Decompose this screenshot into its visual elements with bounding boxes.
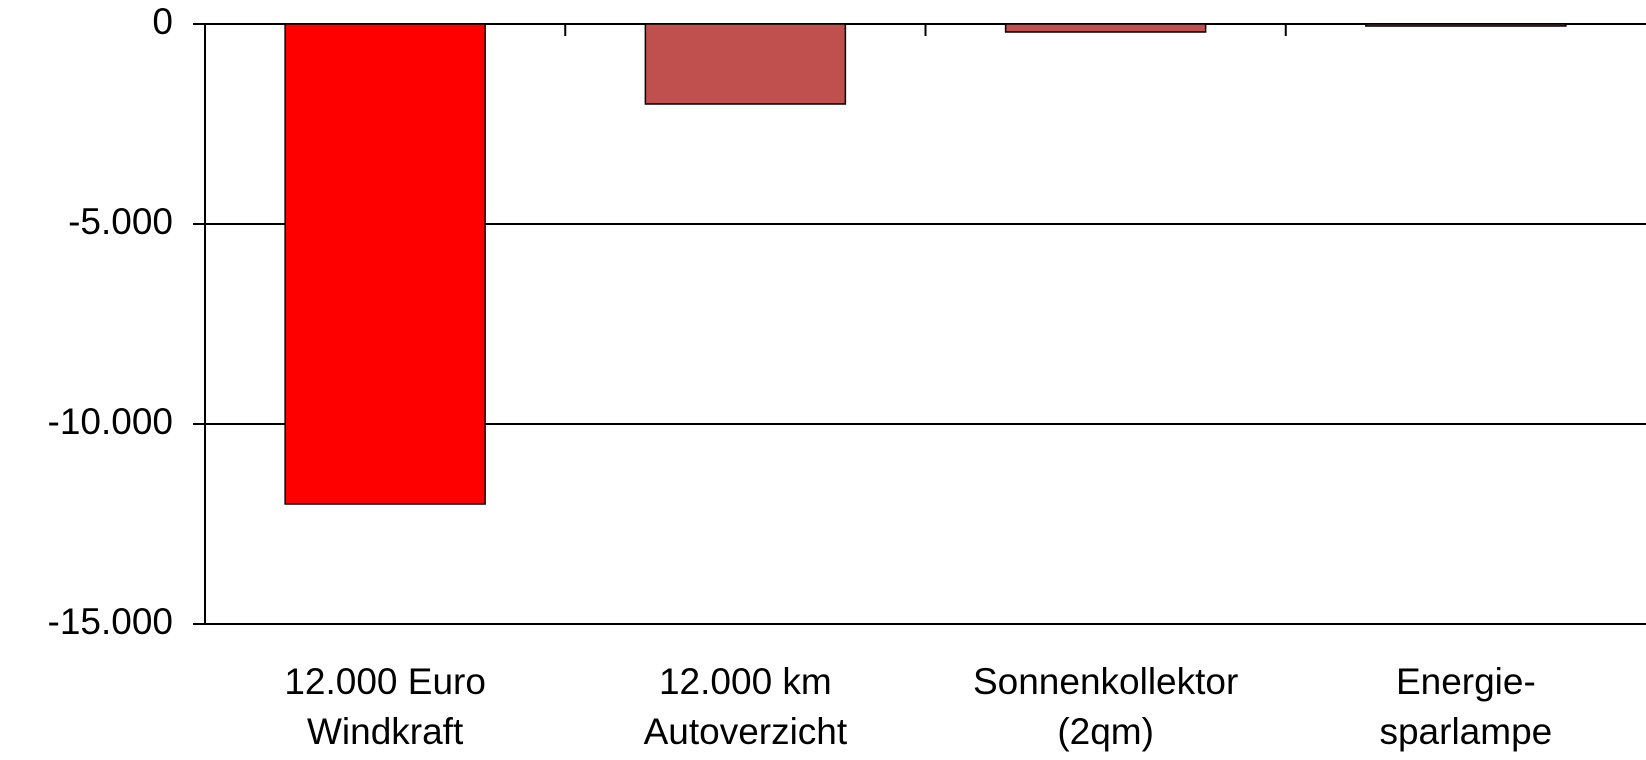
x-tick-label: 12.000 Euro Windkraft bbox=[284, 661, 486, 752]
bar bbox=[1365, 23, 1567, 27]
bar bbox=[1004, 23, 1207, 33]
x-tick-label-line: Autoverzicht bbox=[644, 711, 848, 752]
y-tick-label: -15.000 bbox=[48, 601, 174, 642]
x-tick-label-line: Energie- bbox=[1396, 661, 1536, 702]
x-tick-label-line: (2qm) bbox=[1057, 711, 1154, 752]
bar bbox=[644, 23, 847, 105]
x-tick-label: Energie-sparlampe bbox=[1379, 661, 1552, 752]
y-tick-label: 0 bbox=[152, 1, 173, 42]
x-tick-label: 12.000 km Autoverzicht bbox=[644, 661, 848, 752]
x-tick-label-line: 12.000 km bbox=[659, 661, 832, 702]
x-tick-label-line: 12.000 Euro bbox=[284, 661, 486, 702]
y-tick-label: -5.000 bbox=[68, 201, 173, 242]
x-tick-label-line: Windkraft bbox=[307, 711, 464, 752]
x-tick-label: Sonnenkollektor (2qm) bbox=[973, 661, 1238, 752]
x-tick-label-line: sparlampe bbox=[1379, 711, 1552, 752]
x-tick-label-line: Sonnenkollektor bbox=[973, 661, 1238, 702]
y-tick-label: -10.000 bbox=[48, 401, 174, 442]
bar bbox=[284, 23, 486, 505]
